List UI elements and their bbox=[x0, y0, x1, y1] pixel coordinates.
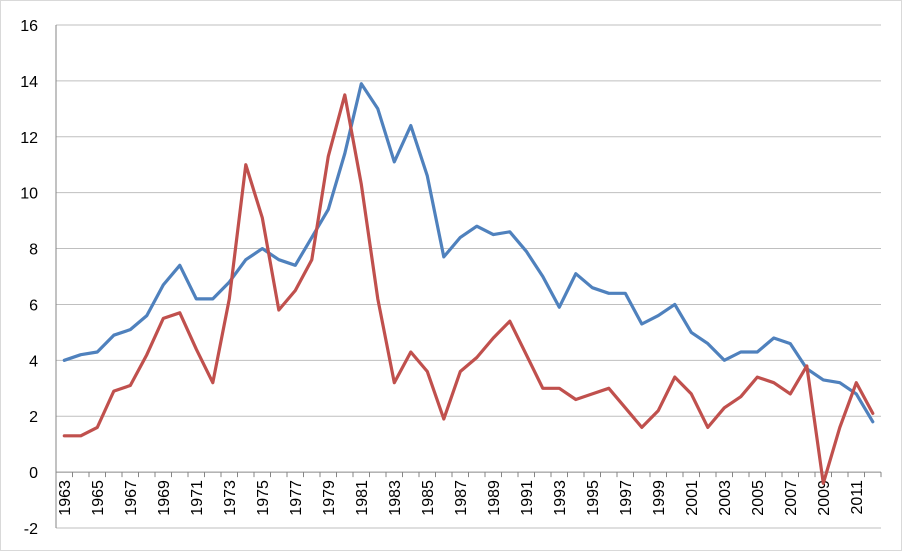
x-tick-label: 1989 bbox=[486, 480, 503, 516]
y-tick-label: 0 bbox=[29, 465, 38, 482]
x-tick-label: 1971 bbox=[189, 480, 206, 516]
x-tick-label: 1993 bbox=[552, 480, 569, 516]
x-tick-label: 1965 bbox=[90, 480, 107, 516]
x-tick-label: 1979 bbox=[321, 480, 338, 516]
y-tick-label: 8 bbox=[29, 242, 38, 259]
y-tick-label: 6 bbox=[29, 297, 38, 314]
y-tick-label: 2 bbox=[29, 409, 38, 426]
x-tick-label: 1981 bbox=[354, 480, 371, 516]
x-tick-label: 1975 bbox=[255, 480, 272, 516]
y-tick-label: 10 bbox=[20, 186, 38, 203]
x-tick-label: 1969 bbox=[156, 480, 173, 516]
y-tick-label: -2 bbox=[24, 521, 38, 538]
x-tick-label: 1991 bbox=[519, 480, 536, 516]
x-tick-label: 1995 bbox=[585, 480, 602, 516]
y-tick-label: 12 bbox=[20, 130, 38, 147]
y-tick-label: 16 bbox=[20, 18, 38, 35]
x-tick-label: 1963 bbox=[57, 480, 74, 516]
x-tick-label: 2005 bbox=[750, 480, 767, 516]
x-tick-label: 1985 bbox=[420, 480, 437, 516]
x-tick-label: 1997 bbox=[618, 480, 635, 516]
x-tick-label: 2011 bbox=[849, 480, 866, 515]
x-tick-label: 1987 bbox=[453, 480, 470, 516]
series-line-2 bbox=[62, 93, 875, 485]
y-tick-label: 14 bbox=[20, 74, 38, 91]
x-tick-label: 2009 bbox=[816, 480, 833, 516]
x-tick-label: 1999 bbox=[651, 480, 668, 516]
series-line-1 bbox=[62, 82, 875, 424]
x-tick-label: 1977 bbox=[288, 480, 305, 516]
x-tick-label: 1983 bbox=[387, 480, 404, 516]
x-tick-label: 2001 bbox=[684, 480, 701, 516]
x-tick-label: 2007 bbox=[783, 480, 800, 516]
x-tick-label: 1973 bbox=[222, 480, 239, 516]
x-tick-label: 2003 bbox=[717, 480, 734, 516]
x-tick-label: 1967 bbox=[123, 480, 140, 516]
y-tick-label: 4 bbox=[29, 353, 38, 370]
